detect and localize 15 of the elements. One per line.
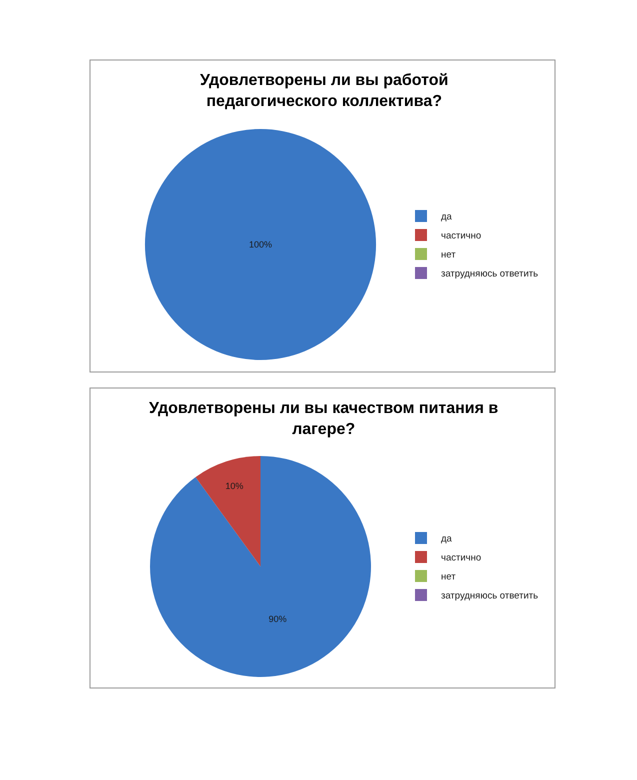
legend-label: нет — [441, 572, 456, 583]
pie-slice — [196, 456, 260, 566]
chart-title: Удовлетворены ли вы работой педагогического коллектива? — [200, 72, 448, 110]
legend-label: нет — [441, 250, 456, 261]
legend-label: затрудняюсь ответить — [441, 268, 538, 280]
pie-slice — [150, 456, 371, 677]
legend-label: да — [441, 534, 453, 545]
chart-title: Удовлетворены ли вы качеством питания в лагере? — [149, 400, 498, 438]
legend-label: затрудняюсь ответить — [441, 590, 538, 602]
legend-label: частично — [441, 230, 482, 242]
data-label: 90% — [268, 614, 287, 624]
data-label: 10% — [225, 481, 244, 492]
legend-label: частично — [441, 552, 482, 564]
legend-label: да — [441, 212, 453, 223]
data-label: 100% — [248, 240, 272, 250]
